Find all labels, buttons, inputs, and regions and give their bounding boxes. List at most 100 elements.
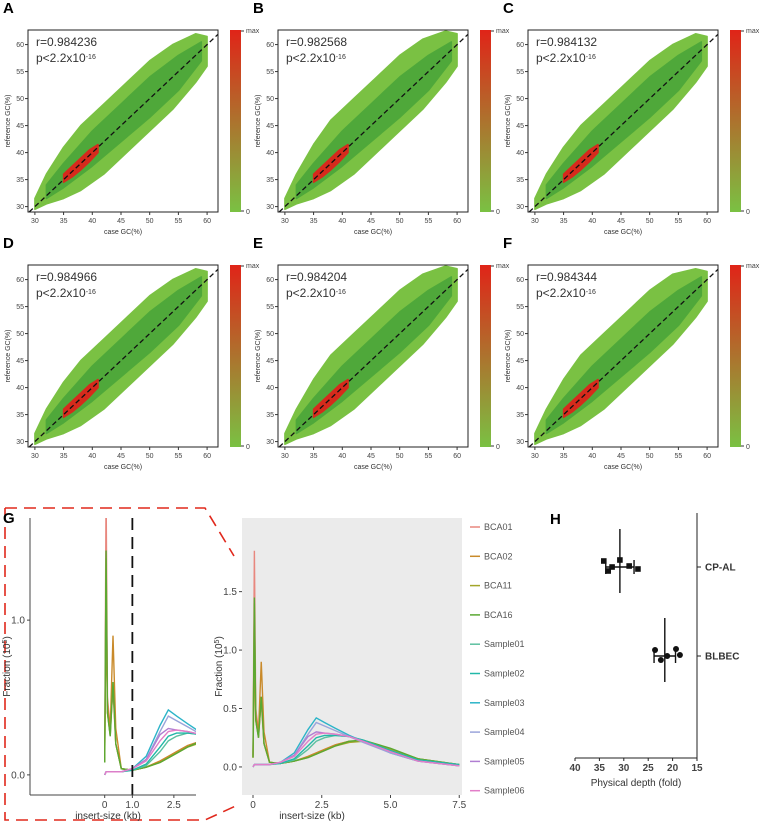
y-tick-label: 60 [516,42,524,49]
y-axis-label: Fraction (105) [214,636,226,697]
y-tick-label: 35 [266,412,274,419]
y-tick-label: 0.0 [11,770,25,781]
r-value: r=0.984132 [536,35,597,49]
x-axis-label: case GC(%) [604,229,642,236]
y-tick-label: 40 [516,150,524,157]
p-value: p<2.2x10-16 [286,51,346,65]
colorbar-min-label: 0 [246,209,250,216]
p-value: p<2.2x10-16 [36,51,96,65]
y-axis-label-text: Fraction (10 [2,643,13,697]
p-value: p<2.2x10-16 [536,286,596,300]
y-tick-label: 40 [16,150,24,157]
plot-frame [527,264,719,448]
legend-label: BCA01 [484,522,513,532]
legend-label: Sample01 [484,639,525,649]
x-tick-label: 2.5 [167,800,181,811]
y-tick-label: 55 [16,69,24,76]
x-tick-label: 20 [667,763,679,774]
p-value-exponent: -16 [586,54,596,61]
legend-label: BCA11 [484,581,512,591]
p-value-text: p<2.2x10 [536,286,586,300]
x-tick-label: 0 [102,800,108,811]
x-tick-label: 40 [88,218,96,225]
x-tick-label: 30 [31,453,39,460]
y-tick-label: 35 [16,177,24,184]
x-tick-label: 45 [117,453,125,460]
y-tick-label: 45 [16,123,24,130]
x-tick-label: 50 [396,453,404,460]
colorbar-max-label: max [496,28,510,35]
x-tick-label: 60 [453,453,461,460]
x-tick-label: 5.0 [384,800,398,811]
y-axis-label-exponent: 5 [2,639,9,643]
plot-frame [27,29,219,213]
p-value-text: p<2.2x10 [36,51,86,65]
y-tick-label: 60 [266,277,274,284]
x-tick-label: 55 [424,218,432,225]
y-tick-label: 45 [516,123,524,130]
y-tick-label: 55 [16,304,24,311]
colorbar-min-label: 0 [746,209,750,216]
x-tick-label: 60 [703,218,711,225]
x-tick-label: 40 [88,453,96,460]
identity-line [278,268,469,448]
density-band [312,143,349,184]
data-point [664,653,671,659]
x-tick-label: 40 [588,218,596,225]
legend-label: Sample03 [484,698,525,708]
density-band [562,378,599,419]
x-tick-label: 30 [31,218,39,225]
colorbar-max-label: max [246,263,260,270]
x-tick-label: 30 [531,453,539,460]
x-tick-label: 2.5 [315,800,329,811]
x-tick-label: 0 [250,800,256,811]
panel-label: B [253,0,264,17]
x-tick-label: 50 [396,218,404,225]
x-axis-label: case GC(%) [354,464,392,471]
p-value: p<2.2x10-16 [286,286,346,300]
y-tick-label: 60 [516,277,524,284]
y-tick-label: CP-AL [705,563,736,574]
x-tick-label: 25 [643,763,655,774]
y-tick-label: 40 [516,385,524,392]
panel-label: C [503,0,514,17]
x-tick-label: 60 [703,453,711,460]
x-tick-label: 7.5 [452,800,466,811]
colorbar-max-label: max [246,28,260,35]
y-tick-label: 45 [16,358,24,365]
colorbar [730,265,741,447]
y-tick-label: 60 [16,42,24,49]
identity-line [28,268,219,448]
colorbar [480,30,491,212]
data-point [676,652,683,658]
x-tick-label: 1.0 [125,800,139,811]
data-point [609,564,615,570]
y-axis-label: Fraction (105) [2,636,14,697]
y-tick-label: 55 [516,69,524,76]
legend-label: BCA16 [484,610,513,620]
r-value: r=0.984966 [36,270,97,284]
colorbar [230,30,241,212]
identity-line [528,268,719,448]
x-tick-label: 35 [310,218,318,225]
x-tick-label: 40 [338,218,346,225]
y-tick-label: 50 [266,96,274,103]
colorbar-min-label: 0 [496,209,500,216]
r-value: r=0.984344 [536,270,597,284]
identity-line [278,33,469,213]
y-tick-label: 30 [16,439,24,446]
x-tick-label: 60 [453,218,461,225]
zoom-outline-bottom [4,508,241,821]
y-tick-label: 0.0 [223,762,237,773]
p-value-text: p<2.2x10 [286,286,336,300]
x-tick-label: 45 [117,218,125,225]
x-tick-label: 55 [674,218,682,225]
p-value-exponent: -16 [86,54,96,61]
data-point [635,566,641,572]
plot-background [242,518,462,795]
y-axis-label: reference GC(%) [5,95,12,148]
x-tick-label: 35 [560,453,568,460]
zoom-outline-top [5,507,235,557]
p-value-text: p<2.2x10 [536,51,586,65]
x-axis-label: case GC(%) [604,464,642,471]
